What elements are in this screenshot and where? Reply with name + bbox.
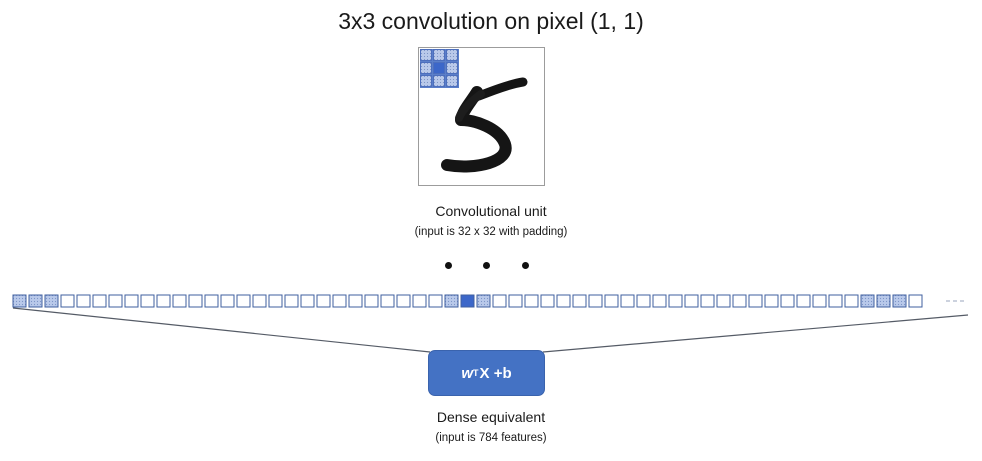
strip-kernel-cell: [860, 294, 875, 308]
strip-center-cell: [460, 294, 475, 308]
strip-kernel-cell: [892, 294, 907, 308]
strip-cell: [748, 294, 763, 308]
strip-cell: [700, 294, 715, 308]
kernel-cell: [420, 75, 432, 87]
strip-cell: [380, 294, 395, 308]
strip-cell: [652, 294, 667, 308]
strip-cell: [428, 294, 443, 308]
strip-cell: [540, 294, 555, 308]
right-connector-line: [542, 314, 969, 353]
strip-cell: [396, 294, 411, 308]
ellipsis-dot: [483, 262, 490, 269]
strip-kernel-cell: [12, 294, 27, 308]
strip-cell: [268, 294, 283, 308]
dense-equivalent-label: Dense equivalent: [436, 409, 546, 425]
ellipsis-dot: [522, 262, 529, 269]
strip-cell: [300, 294, 315, 308]
kernel-center-cell: [433, 62, 445, 74]
strip-cell: [636, 294, 651, 308]
diagram-title: 3x3 convolution on pixel (1, 1): [338, 8, 644, 34]
strip-cell: [188, 294, 203, 308]
ellipsis-dot: [445, 262, 452, 269]
flattened-input-strip: [12, 294, 966, 308]
strip-cell: [812, 294, 827, 308]
formula-weight: w: [461, 364, 474, 382]
kernel-cell: [446, 62, 458, 74]
strip-cell: [204, 294, 219, 308]
strip-kernel-cell: [28, 294, 43, 308]
strip-cell: [348, 294, 363, 308]
strip-cell: [492, 294, 507, 308]
strip-kernel-cell: [444, 294, 459, 308]
strip-cell: [108, 294, 123, 308]
strip-cell: [220, 294, 235, 308]
strip-kernel-cell: [876, 294, 891, 308]
strip-cell: [92, 294, 107, 308]
strip-cell: [620, 294, 635, 308]
strip-cell: [140, 294, 155, 308]
strip-cell: [668, 294, 683, 308]
strip-cell: [252, 294, 267, 308]
formula-transpose: T: [473, 368, 479, 378]
kernel-cell: [433, 75, 445, 87]
strip-cell: [716, 294, 731, 308]
strip-kernel-cell: [44, 294, 59, 308]
digit-five-image: [441, 77, 528, 173]
strip-cell: [604, 294, 619, 308]
strip-cell: [156, 294, 171, 308]
kernel-cell: [433, 49, 445, 61]
strip-cell: [764, 294, 779, 308]
strip-cell: [332, 294, 347, 308]
digit-image-frame: [418, 47, 545, 186]
kernel-cell: [446, 49, 458, 61]
strip-cell: [588, 294, 603, 308]
strip-cell: [684, 294, 699, 308]
strip-cell: [556, 294, 571, 308]
strip-cell: [76, 294, 91, 308]
kernel-grid: [420, 49, 459, 88]
strip-cell: [524, 294, 539, 308]
connector-lines: [12, 307, 969, 353]
strip-cell: [732, 294, 747, 308]
strip-kernel-cell: [476, 294, 491, 308]
conv-unit-note: (input is 32 x 32 with padding): [414, 226, 568, 238]
formula-rest: X +b: [479, 364, 512, 382]
strip-cell: [364, 294, 379, 308]
strip-cell: [796, 294, 811, 308]
strip-cell: [236, 294, 251, 308]
strip-cell: [60, 294, 75, 308]
strip-cell: [316, 294, 331, 308]
strip-cell: [412, 294, 427, 308]
strip-cell: [844, 294, 859, 308]
conv-unit-label: Convolutional unit: [435, 203, 547, 219]
kernel-cell: [420, 62, 432, 74]
strip-cell: [124, 294, 139, 308]
strip-cell: [572, 294, 587, 308]
kernel-cell: [446, 75, 458, 87]
left-connector-line: [12, 307, 431, 353]
strip-cell: [828, 294, 843, 308]
strip-cell: [284, 294, 299, 308]
strip-cell: [780, 294, 795, 308]
dense-equivalent-note: (input is 784 features): [435, 432, 547, 444]
strip-cell: [172, 294, 187, 308]
strip-cell: [508, 294, 523, 308]
strip-cell: [908, 294, 923, 308]
kernel-cell: [420, 49, 432, 61]
